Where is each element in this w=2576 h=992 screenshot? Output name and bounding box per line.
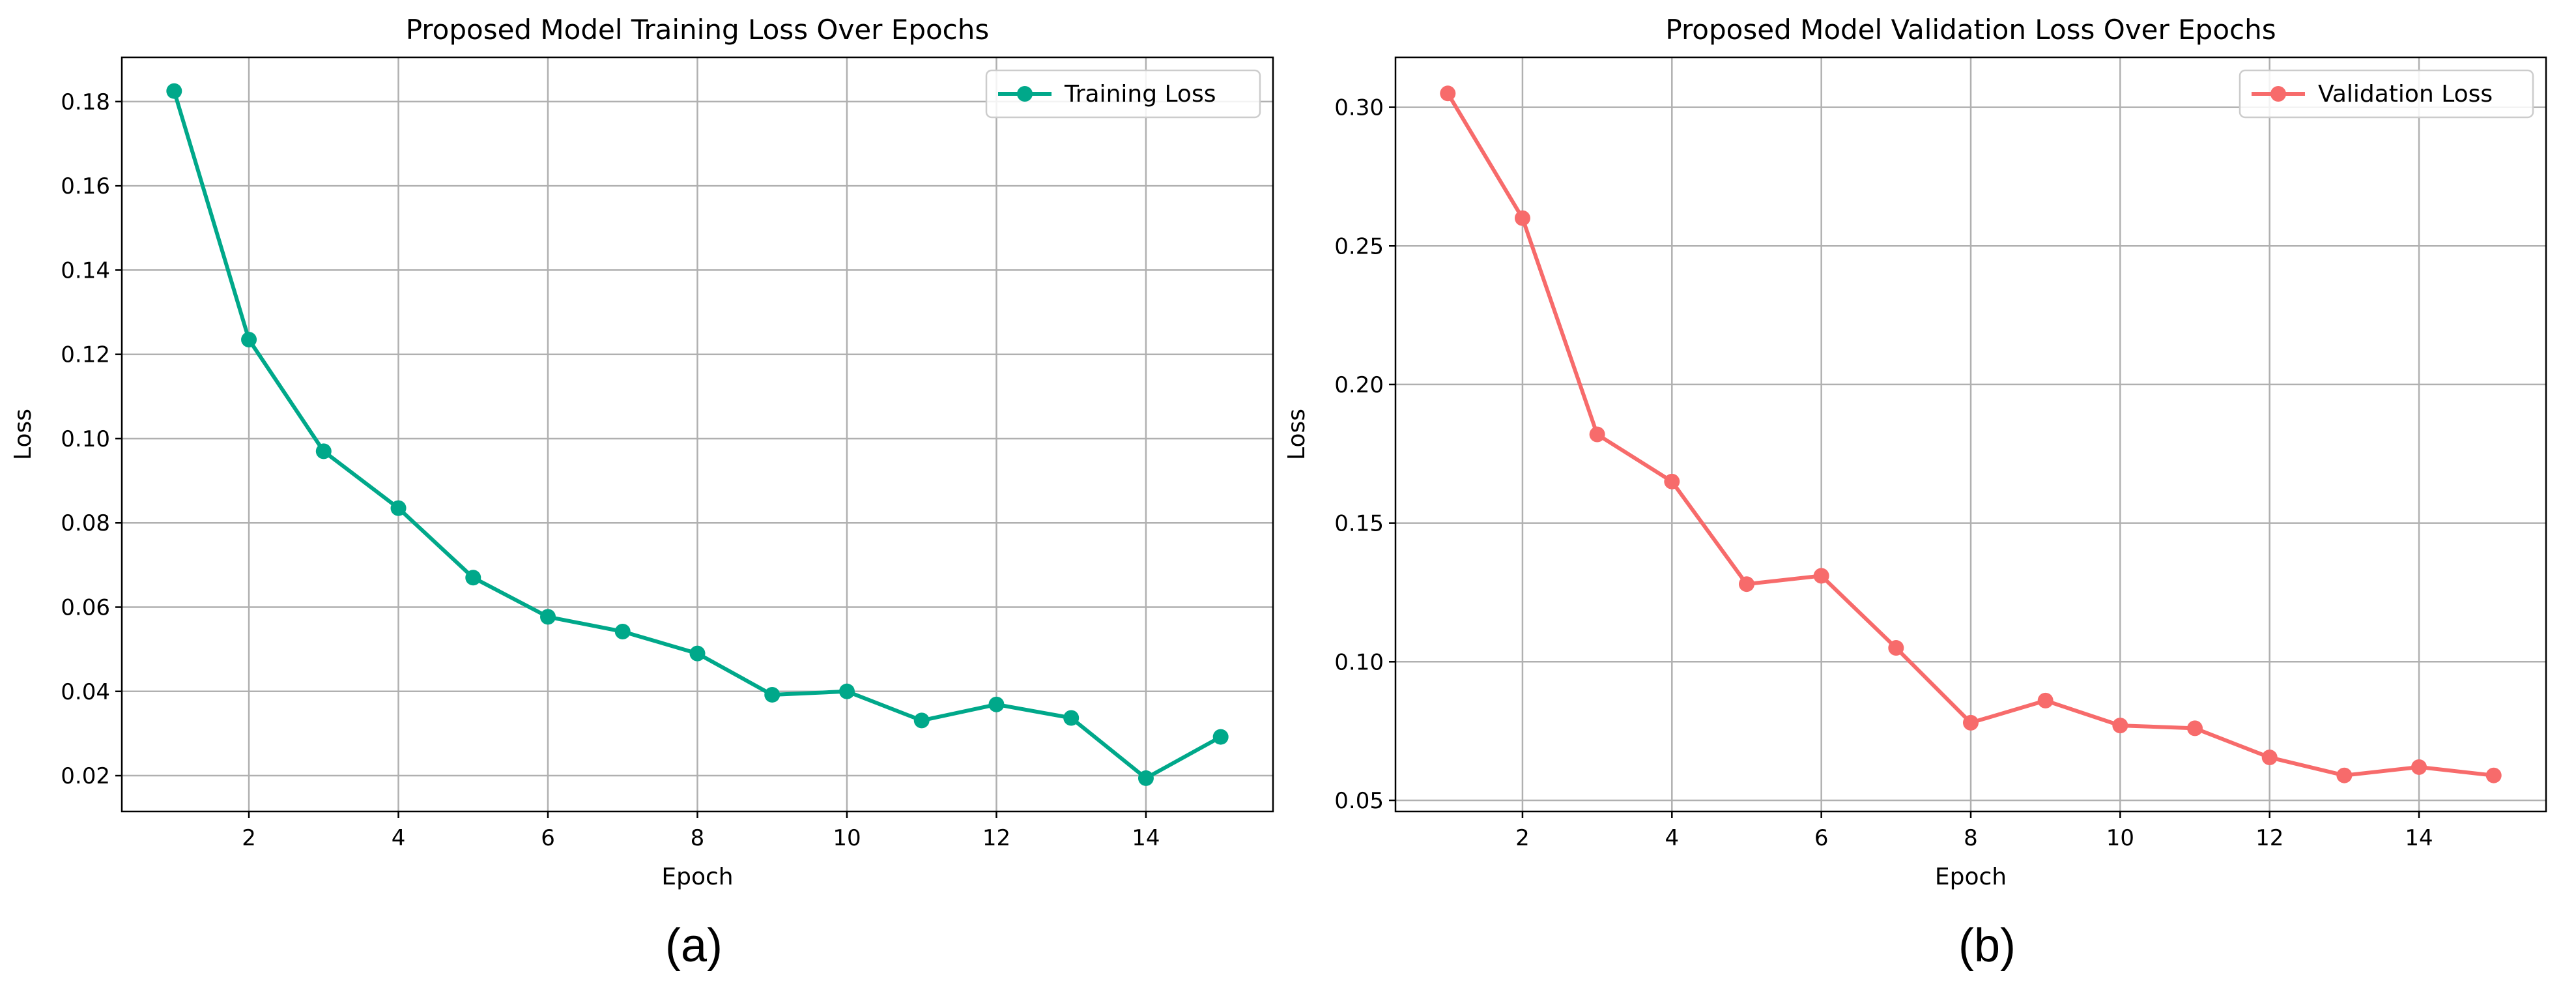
data-point [764, 686, 780, 703]
x-tick-label: 14 [2405, 825, 2433, 851]
y-tick-label: 0.10 [61, 426, 110, 452]
data-point [2336, 767, 2353, 783]
data-point [913, 712, 930, 729]
legend: Validation Loss [2239, 69, 2534, 119]
x-tick-label: 8 [691, 825, 705, 851]
x-tick-label: 4 [1665, 825, 1679, 851]
data-point [390, 500, 407, 516]
y-axis-label: Loss [1283, 409, 1310, 460]
y-tick-label: 0.14 [61, 257, 110, 284]
data-point [2037, 692, 2054, 708]
y-tick-label: 0.04 [61, 679, 110, 705]
subfigure-caption: (a) [665, 920, 723, 972]
plot-frame [121, 56, 1274, 813]
y-tick-label: 0.02 [61, 763, 110, 789]
data-point [1664, 473, 1680, 489]
data-point [988, 696, 1005, 712]
y-tick-label: 0.16 [61, 173, 110, 199]
y-tick-label: 0.10 [1334, 649, 1384, 675]
data-point [2485, 767, 2502, 783]
data-point [1138, 770, 1154, 786]
y-axis-label: Loss [10, 409, 36, 460]
data-point [2112, 718, 2128, 734]
y-tick-label: 0.08 [61, 510, 110, 536]
data-point [1440, 85, 1456, 102]
data-point [315, 443, 332, 460]
chart-title: Proposed Model Training Loss Over Epochs [406, 14, 990, 46]
y-tick-label: 0.06 [61, 595, 110, 621]
data-point [2261, 750, 2278, 766]
data-point [614, 624, 631, 640]
data-point [2411, 759, 2427, 775]
y-tick-label: 0.20 [1334, 372, 1384, 398]
x-axis-label: Epoch [661, 864, 733, 890]
chart-title: Proposed Model Validation Loss Over Epoc… [1665, 14, 2276, 46]
plot-frame [1394, 56, 2547, 813]
x-tick-label: 2 [242, 825, 256, 851]
x-tick-label: 12 [2255, 825, 2283, 851]
y-tick-label: 0.05 [1334, 788, 1384, 814]
x-tick-label: 6 [1814, 825, 1829, 851]
legend-box [2239, 69, 2534, 119]
y-tick-label: 0.30 [1334, 95, 1384, 121]
data-point [1738, 576, 1754, 592]
chart-a: 2 4 6 8 10 12 14 0.02 0.04 0.06 0.08 0.10 0.12 0.14 0.… [10, 14, 1274, 972]
x-tick-label: 8 [1964, 825, 1978, 851]
data-point [1212, 729, 1229, 745]
x-tick-label: 10 [833, 825, 861, 851]
data-point [465, 570, 481, 586]
data-point [540, 609, 556, 625]
chart-b: 2 4 6 8 10 12 14 0.05 0.10 0.15 0.20 0.25 0.30 Propos… [1283, 14, 2547, 972]
legend-label: Validation Loss [2318, 81, 2493, 108]
x-tick-label: 10 [2106, 825, 2134, 851]
x-tick-label: 12 [982, 825, 1010, 851]
data-point [1063, 710, 1080, 726]
y-tick-label: 0.18 [61, 89, 110, 115]
y-tick-label: 0.12 [61, 342, 110, 368]
x-tick-label: 2 [1515, 825, 1530, 851]
subfigure-caption: (b) [1958, 920, 2016, 972]
legend-marker [1017, 86, 1033, 102]
data-point [241, 332, 257, 348]
data-point [689, 645, 706, 662]
x-axis-label: Epoch [1935, 864, 2007, 890]
data-point [1589, 426, 1605, 443]
x-tick-label: 14 [1132, 825, 1160, 851]
legend-marker [2270, 86, 2286, 102]
legend: Training Loss [985, 69, 1261, 119]
y-tick-label: 0.15 [1334, 511, 1384, 537]
data-point [838, 683, 855, 699]
legend-label: Training Loss [1064, 81, 1216, 108]
x-tick-label: 6 [541, 825, 555, 851]
data-point [1888, 640, 1904, 656]
data-point [1514, 210, 1530, 226]
legend-box [985, 69, 1261, 119]
y-tick-label: 0.25 [1334, 233, 1384, 259]
data-point [1813, 568, 1829, 584]
data-point [2187, 720, 2203, 737]
data-point [166, 83, 182, 99]
x-tick-label: 4 [392, 825, 406, 851]
data-point [1963, 714, 1979, 731]
